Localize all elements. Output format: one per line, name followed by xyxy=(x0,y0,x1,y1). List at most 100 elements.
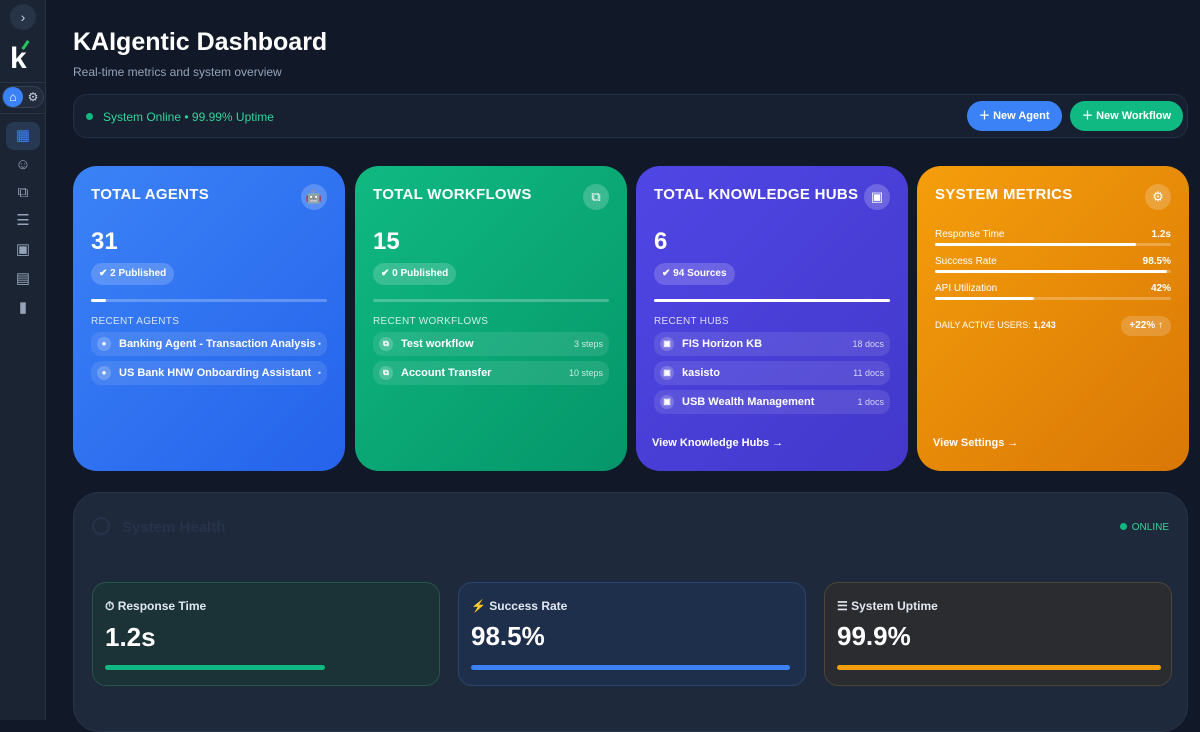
card-title: TOTAL WORKFLOWS xyxy=(373,186,532,203)
expand-sidebar-button[interactable]: › xyxy=(10,4,36,30)
arrow-right-icon: → xyxy=(1007,437,1019,449)
dashboard-icon[interactable]: ▦ xyxy=(6,122,40,150)
new-workflow-button[interactable]: ＋ New Workflow xyxy=(1070,101,1184,131)
list-item[interactable]: ▣ USB Wealth Management 1 docs xyxy=(654,390,890,414)
total-workflows-card[interactable]: TOTAL WORKFLOWS ⧉ 15 ✔ 0 Published RECEN… xyxy=(355,166,627,471)
list-item[interactable]: ▣ kasisto 11 docs xyxy=(654,361,890,385)
panel-title: System Health xyxy=(122,519,226,536)
response-time-card: ⏱ Response Time 1.2s xyxy=(92,582,440,686)
item-name: Account Transfer xyxy=(401,367,492,379)
progress-bar xyxy=(373,299,609,302)
list-item[interactable]: ● US Bank HNW Onboarding Assistant • xyxy=(91,361,327,385)
list-item[interactable]: ● Banking Agent - Transaction Analysis • xyxy=(91,332,327,356)
card-label: Success Rate xyxy=(489,599,568,613)
section-label: RECENT HUBS xyxy=(654,316,729,327)
chip-icon: ▣ xyxy=(660,366,674,380)
item-name: US Bank HNW Onboarding Assistant xyxy=(119,367,312,379)
system-metrics-card[interactable]: SYSTEM METRICS ⚙ Response Time 1.2s Succe… xyxy=(917,166,1189,471)
metric-label: API Utilization xyxy=(935,283,998,294)
sources-badge: ✔ 94 Sources xyxy=(654,263,735,285)
knowledge-hubs-icon[interactable]: ☰ xyxy=(16,212,30,229)
mode-switch[interactable]: ⌂ ⚙ xyxy=(2,86,44,108)
new-workflow-label: New Workflow xyxy=(1096,110,1172,122)
card-label: Response Time xyxy=(117,599,207,613)
metric-api-utilization: API Utilization 42% xyxy=(935,283,1171,300)
divider xyxy=(0,82,46,83)
card-title: SYSTEM METRICS xyxy=(935,186,1073,203)
progress-bar xyxy=(837,665,1161,670)
server-icon: ☰ xyxy=(837,599,852,613)
workflows-icon[interactable]: ⧉ xyxy=(17,184,29,201)
system-health-panel: System Health ONLINE ⏱ Response Time 1.2… xyxy=(73,492,1188,732)
plus-icon: ＋ xyxy=(979,110,994,122)
online-badge: ONLINE xyxy=(1119,522,1169,533)
metric-value: 98.5% xyxy=(1142,256,1171,267)
total-knowledge-hubs-card[interactable]: TOTAL KNOWLEDGE HUBS ▣ 6 ✔ 94 Sources RE… xyxy=(636,166,908,471)
card-label: System Uptime xyxy=(851,599,938,613)
change-badge: +22% ↑ xyxy=(1121,316,1171,336)
list-item[interactable]: ▣ FIS Horizon KB 18 docs xyxy=(654,332,890,356)
analytics-icon[interactable]: ▮ xyxy=(18,299,28,316)
timer-icon: ⏱ xyxy=(105,599,118,613)
page-subtitle: Real-time metrics and system overview xyxy=(73,65,282,79)
arrow-right-icon: → xyxy=(772,437,784,449)
published-badge: ✔ 2 Published xyxy=(91,263,175,285)
item-name: kasisto xyxy=(682,367,720,379)
android-icon: ● xyxy=(97,366,111,380)
badge-text: 94 Sources xyxy=(673,268,727,279)
heart-icon xyxy=(92,517,110,535)
status-dot-icon: • xyxy=(317,339,321,349)
item-name: Test workflow xyxy=(401,338,474,350)
total-agents-card[interactable]: TOTAL AGENTS 🤖 31 ✔ 2 Published RECENT A… xyxy=(73,166,345,471)
system-status: System Online • 99.99% Uptime xyxy=(103,110,274,124)
online-dot-icon xyxy=(1119,523,1127,530)
section-label: RECENT WORKFLOWS xyxy=(373,316,489,327)
workflow-icon: ⧉ xyxy=(379,337,393,351)
status-dot-icon: • xyxy=(317,368,321,378)
online-dot-icon xyxy=(86,113,93,120)
link-text: View Knowledge Hubs xyxy=(652,437,770,449)
dau-label: DAILY ACTIVE USERS: xyxy=(935,320,1031,330)
dau-value: 1,243 xyxy=(1033,320,1056,330)
item-meta: 3 steps xyxy=(573,339,603,349)
new-agent-label: New Agent xyxy=(993,110,1050,122)
tools-icon[interactable]: ▣ xyxy=(15,241,31,258)
daily-active-users: DAILY ACTIVE USERS: 1,243 xyxy=(935,320,1171,330)
gear-icon: ⚙ xyxy=(1145,184,1171,210)
card-title: TOTAL AGENTS xyxy=(91,186,210,203)
list-item[interactable]: ⧉ Account Transfer 10 steps xyxy=(373,361,609,385)
metric-label: Success Rate xyxy=(935,256,997,267)
card-value: 98.5% xyxy=(471,621,545,651)
chip-icon: ▣ xyxy=(660,395,674,409)
online-text: ONLINE xyxy=(1131,522,1169,533)
documents-icon[interactable]: ▤ xyxy=(15,270,31,287)
divider xyxy=(0,113,46,114)
metric-success-rate: Success Rate 98.5% xyxy=(935,256,1171,273)
card-value: 99.9% xyxy=(837,621,911,651)
android-icon: 🤖 xyxy=(301,184,327,210)
sidebar: › k ⌂ ⚙ ▦ ☺ ⧉ ☰ ▣ ▤ ▮ xyxy=(0,0,46,720)
new-agent-button[interactable]: ＋ New Agent xyxy=(967,101,1062,131)
list-item[interactable]: ⧉ Test workflow 3 steps xyxy=(373,332,609,356)
item-meta: 1 docs xyxy=(857,397,884,407)
section-label: RECENT AGENTS xyxy=(91,316,180,327)
view-settings-link[interactable]: View Settings → xyxy=(933,437,1018,449)
chip-icon: ▣ xyxy=(864,184,890,210)
link-text: View Settings xyxy=(933,437,1005,449)
workflows-count: 15 xyxy=(373,228,400,255)
workflow-icon: ⧉ xyxy=(583,184,609,210)
progress-bar xyxy=(91,299,327,302)
badge-text: 2 Published xyxy=(110,268,167,279)
progress-bar xyxy=(654,299,890,302)
success-rate-card: ⚡ Success Rate 98.5% xyxy=(458,582,806,686)
agents-icon[interactable]: ☺ xyxy=(15,156,31,173)
android-icon: ● xyxy=(97,337,111,351)
view-knowledge-hubs-link[interactable]: View Knowledge Hubs → xyxy=(652,437,783,449)
card-title: TOTAL KNOWLEDGE HUBS xyxy=(654,186,859,203)
item-name: USB Wealth Management xyxy=(682,396,815,408)
card-value: 1.2s xyxy=(105,622,156,652)
gear-icon[interactable]: ⚙ xyxy=(27,90,39,104)
home-icon[interactable]: ⌂ xyxy=(3,87,23,107)
bolt-icon: ⚡ xyxy=(471,599,490,613)
workflow-icon: ⧉ xyxy=(379,366,393,380)
